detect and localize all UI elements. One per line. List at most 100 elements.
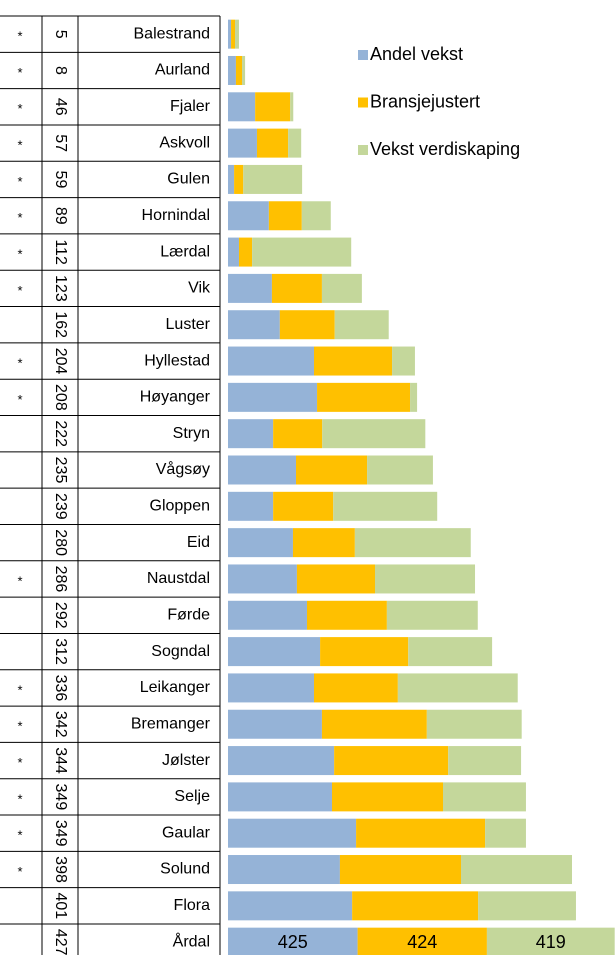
bar-segment — [228, 891, 353, 921]
rank: 235 — [52, 457, 69, 484]
bar-segment — [357, 927, 487, 955]
bar-segment — [426, 709, 522, 739]
rank: 349 — [52, 784, 69, 811]
bar-segment — [228, 637, 321, 667]
bar-segment — [279, 310, 335, 340]
bar-segment — [320, 637, 409, 667]
category-label: Vågsøy — [156, 460, 210, 478]
bar-segment — [228, 564, 297, 594]
bar-segment — [228, 55, 236, 85]
flag: * — [17, 29, 22, 44]
bar-segment — [228, 19, 232, 49]
rank: 89 — [52, 207, 69, 225]
rank: 344 — [52, 747, 69, 774]
category-label: Gaular — [162, 824, 211, 841]
legend-label: Vekst verdiskaping — [370, 139, 520, 159]
rank: 342 — [52, 711, 69, 738]
rank: 208 — [52, 384, 69, 411]
bar-segment — [356, 818, 486, 848]
rank: 112 — [52, 239, 69, 265]
category-label: Hyllestad — [144, 352, 210, 369]
bar-segment — [354, 528, 471, 558]
category-label: Leikanger — [140, 679, 211, 696]
legend-swatch — [358, 50, 368, 60]
bar-segment — [228, 927, 358, 955]
flag: * — [17, 791, 22, 806]
category-label: Gulen — [167, 171, 210, 188]
rank: 123 — [52, 275, 69, 302]
flag: * — [17, 210, 22, 225]
category-label: Hornindal — [142, 207, 210, 224]
category-label: Eid — [187, 534, 210, 551]
bar-segment — [228, 273, 272, 303]
flag: * — [17, 65, 22, 80]
bar-segment — [243, 164, 303, 194]
bar-segment — [386, 600, 478, 630]
bar-segment — [256, 128, 289, 158]
flag: * — [17, 355, 22, 370]
bar-segment — [443, 782, 526, 812]
bar-segment — [292, 528, 355, 558]
bar-segment — [242, 55, 246, 85]
flag: * — [17, 174, 22, 189]
bar-segment — [228, 455, 297, 485]
bar-segment — [314, 673, 398, 703]
bar-segment — [317, 382, 411, 412]
category-label: Vik — [188, 280, 211, 297]
bar-segment — [271, 273, 322, 303]
bar-segment — [228, 92, 256, 122]
category-label: Naustdal — [147, 570, 210, 587]
bar-segment — [306, 600, 387, 630]
category-label: Årdal — [173, 931, 210, 950]
rank: 46 — [52, 98, 69, 116]
bar-segment — [334, 746, 449, 776]
bar-segment — [296, 564, 375, 594]
bar-segment — [321, 709, 427, 739]
bar-segment — [268, 201, 302, 231]
flag: * — [17, 392, 22, 407]
bar-segment — [228, 346, 314, 376]
rank: 349 — [52, 820, 69, 847]
bar-segment — [448, 746, 522, 776]
bar-segment — [228, 818, 357, 848]
bar-segment — [397, 673, 518, 703]
category-label: Jølster — [162, 752, 211, 769]
category-label: Luster — [166, 316, 211, 333]
category-label: Aurland — [155, 62, 210, 79]
bar-segment — [231, 19, 236, 49]
flag: * — [17, 682, 22, 697]
rank: 398 — [52, 856, 69, 883]
rank: 162 — [52, 311, 69, 338]
bar-segment — [334, 310, 389, 340]
category-label: Stryn — [173, 425, 210, 442]
bar-segment — [228, 382, 318, 412]
bar-segment — [408, 637, 493, 667]
bar-segment — [228, 746, 335, 776]
bar-segment — [273, 419, 323, 449]
category-label: Fjaler — [170, 98, 211, 115]
bar-segment — [228, 528, 293, 558]
bar-segment — [234, 164, 244, 194]
rank: 59 — [52, 171, 69, 189]
category-label: Førde — [167, 606, 210, 623]
bar-segment — [228, 201, 269, 231]
bar-segment — [486, 927, 615, 955]
legend-swatch — [358, 97, 368, 108]
bar-segment — [228, 600, 307, 630]
category-label: Høyanger — [140, 389, 211, 406]
category-label: Selje — [174, 788, 210, 805]
bar-segment — [238, 237, 253, 267]
value-label: 424 — [407, 932, 437, 952]
bar-segment — [228, 673, 314, 703]
bar-segment — [339, 855, 461, 885]
bar-segment — [228, 491, 274, 521]
flag: * — [17, 755, 22, 770]
rank: 292 — [52, 602, 69, 629]
bar-segment — [367, 455, 433, 485]
category-label: Flora — [174, 897, 211, 914]
bar-segment — [255, 92, 291, 122]
bar-segment — [290, 92, 294, 122]
bar-segment — [410, 382, 418, 412]
bar-segment — [333, 491, 438, 521]
